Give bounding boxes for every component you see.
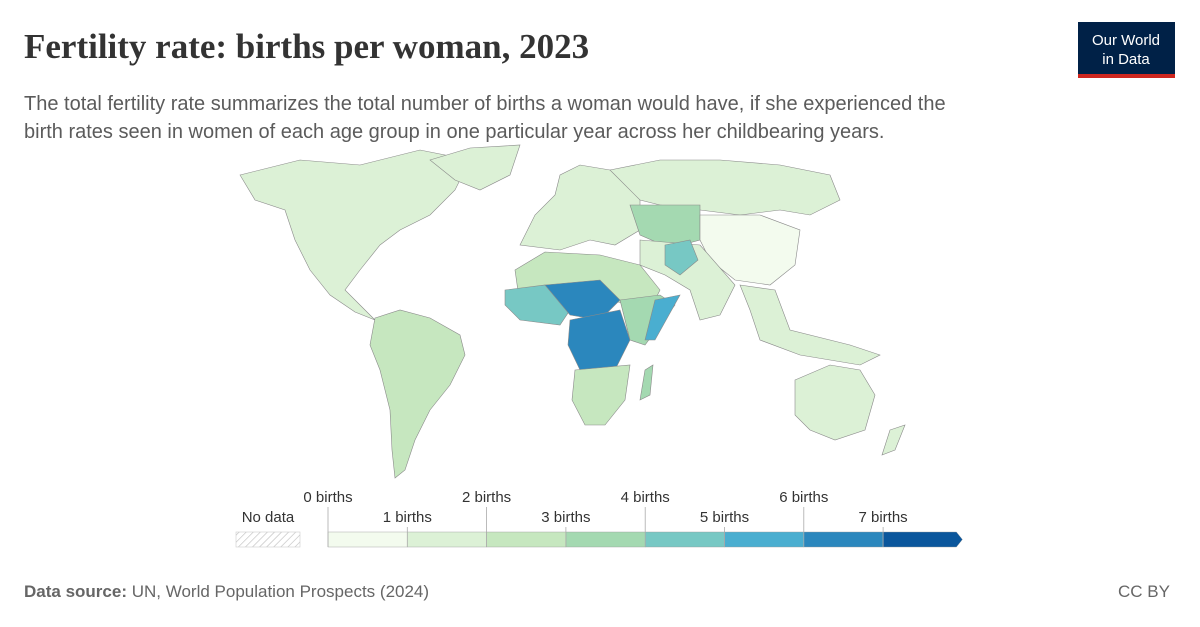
- legend-tick-label: 2 births: [462, 489, 511, 506]
- madagascar: [639, 364, 654, 401]
- legend-tick-label: 7 births: [858, 509, 907, 526]
- legend-bin: [565, 531, 646, 548]
- greenland: [429, 144, 521, 191]
- logo-text: in Data: [1102, 51, 1150, 68]
- license: CC BY: [1118, 582, 1170, 601]
- legend-bin: [803, 531, 884, 548]
- legend-bin: [327, 531, 408, 548]
- logo-box: [1078, 22, 1175, 74]
- south-asia: [639, 239, 736, 321]
- source: Data source: UN, World Population Prospe…: [24, 582, 429, 601]
- legend-bin-open: [882, 531, 963, 548]
- source-text: UN, World Population Prospects (2024): [132, 582, 429, 601]
- australia: [794, 364, 876, 441]
- subtitle: birth rates seen in women of each age gr…: [24, 121, 884, 143]
- africa-south: [571, 364, 631, 426]
- legend-bin: [724, 531, 805, 548]
- north-america: [239, 149, 471, 321]
- africa-sahel: [544, 279, 621, 321]
- no-data-swatch: [235, 531, 301, 548]
- africa-central: [567, 309, 631, 371]
- china: [699, 214, 801, 286]
- subtitle: The total fertility rate summarizes the …: [24, 93, 946, 115]
- legend-tick-label: 0 births: [303, 489, 352, 506]
- legend-tick-label: 5 births: [700, 509, 749, 526]
- somalia: [644, 294, 681, 341]
- logo[interactable]: Our World in Data: [1078, 22, 1175, 78]
- new-zealand: [881, 424, 906, 456]
- source-label: Data source:: [24, 582, 127, 601]
- afghanistan: [664, 239, 699, 276]
- legend-tick-label: 4 births: [621, 489, 670, 506]
- legend-bin: [486, 531, 567, 548]
- map: [239, 144, 906, 479]
- logo-bar: [1078, 74, 1175, 78]
- legend-bin: [407, 531, 487, 548]
- legend-bin: [645, 531, 725, 548]
- legend: No data 0 births 1 births 2 births 3 births…: [235, 489, 963, 548]
- logo-text: Our World: [1092, 32, 1160, 49]
- legend-tick-label: 3 births: [541, 509, 590, 526]
- southeast-asia: [739, 284, 881, 366]
- legend-tick-label: 1 births: [383, 509, 432, 526]
- no-data-label: No data: [242, 509, 295, 526]
- south-america: [369, 309, 466, 479]
- title: Fertility rate: births per woman, 2023: [24, 27, 589, 66]
- legend-tick-label: 6 births: [779, 489, 828, 506]
